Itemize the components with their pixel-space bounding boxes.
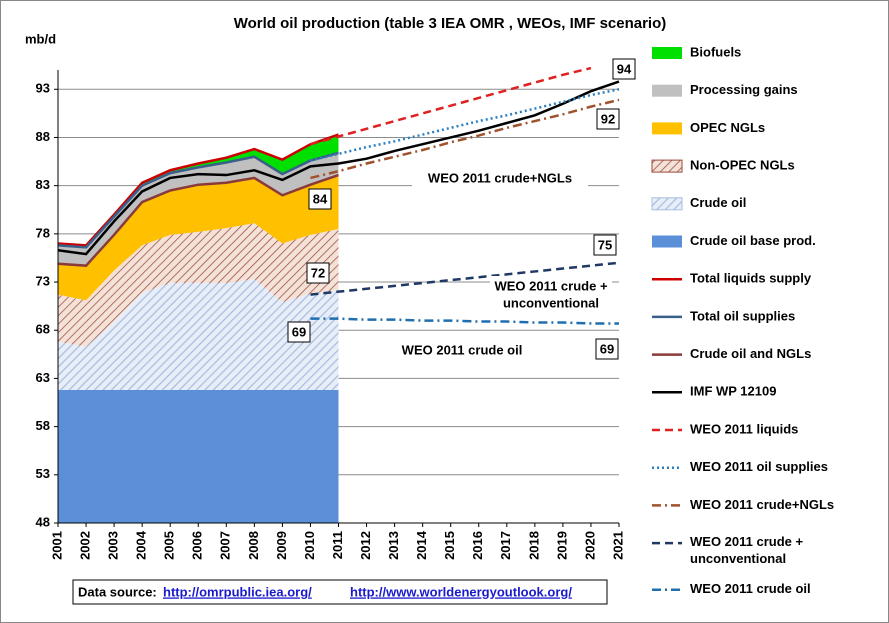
annotation: WEO 2011 crude + (494, 278, 607, 293)
stack-area (58, 389, 339, 523)
legend-label: Crude oil base prod. (690, 233, 816, 248)
legend-label: WEO 2011 crude+NGLs (690, 497, 834, 512)
x-tick-label: 2009 (274, 531, 289, 560)
value-box (593, 234, 617, 256)
stack-area (58, 279, 339, 390)
legend-swatch (652, 235, 682, 248)
line-series (57, 80, 620, 256)
source-box (72, 579, 608, 605)
legend-label: Biofuels (690, 44, 741, 59)
value-box-label: 72 (311, 265, 325, 280)
plot: 48 53 58 63 68 73 78 83 88 93 2001 2002 2003 2004 2005… (36, 66, 625, 560)
annotation-bg (388, 340, 536, 362)
value-box (612, 58, 636, 80)
y-tick-label: 78 (36, 225, 50, 240)
line-series (57, 173, 339, 267)
x-tick-label: 2018 (526, 531, 541, 560)
legend-label: WEO 2011 liquids (690, 421, 798, 436)
y-tick-label: 48 (36, 514, 50, 529)
annotation: WEO 2011 crude+NGLs (428, 170, 572, 185)
legend-label-line: unconventional (690, 552, 786, 567)
x-tick-label: 2021 (610, 531, 625, 560)
x-tick-label: 2014 (414, 530, 429, 560)
x-tick-label: 2010 (302, 531, 317, 560)
stack-area (58, 223, 339, 347)
legend-label: Crude oil (690, 195, 746, 210)
line-series (57, 133, 339, 247)
y-axis-label: mb/d (25, 31, 56, 46)
source-link[interactable]: http://www.worldenergyoutlook.org/ (350, 584, 572, 599)
line-series (310, 98, 620, 180)
legend-label: WEO 2011 oil supplies (690, 459, 828, 474)
x-tick-label: 2004 (134, 530, 149, 560)
stack-area (58, 175, 339, 301)
stack-area (58, 134, 339, 248)
legend-label: IMF WP 12109 (690, 384, 776, 399)
legend-label: Crude oil and NGLs (690, 346, 811, 361)
x-tick-label: 2007 (218, 531, 233, 560)
legend-label: Total oil supplies (690, 308, 795, 323)
x-tick-label: 2001 (49, 531, 64, 560)
y-tick-label: 53 (36, 466, 50, 481)
legend-swatch (652, 47, 682, 59)
x-tick-label: 2013 (386, 531, 401, 560)
legend-swatch (651, 159, 683, 173)
annotation-bg (490, 276, 612, 314)
x-tick-label: 2006 (190, 531, 205, 560)
value-box-label: 84 (313, 191, 328, 206)
line-series (57, 151, 339, 249)
value-box-label: 75 (598, 237, 612, 252)
x-tick-label: 2002 (77, 531, 92, 560)
legend-label: WEO 2011 crude oil (690, 581, 811, 596)
y-tick-label: 73 (36, 273, 50, 288)
legend-swatch (652, 122, 682, 135)
value-box (308, 188, 332, 210)
x-tick-label: 2020 (582, 531, 597, 560)
annotation-bg (412, 168, 588, 190)
source-link[interactable]: http://omrpublic.iea.org/ (163, 584, 312, 599)
chart-title: World oil production (table 3 IEA OMR , … (234, 15, 667, 32)
legend-label: Non-OPEC NGLs (690, 158, 795, 173)
x-tick-label: 2008 (246, 531, 261, 560)
x-tick-label: 2005 (162, 531, 177, 560)
line-series (310, 317, 619, 325)
value-box (306, 262, 330, 284)
line-series (310, 66, 592, 146)
legend-swatch (652, 84, 682, 97)
legend-label: Total liquids supply (690, 271, 812, 286)
legend-label: WEO 2011 crude + unconventional (690, 535, 807, 567)
legend-label: Processing gains (690, 82, 798, 97)
y-tick-label: 88 (36, 129, 50, 144)
x-tick-label: 2003 (106, 531, 121, 560)
y-tick-label: 68 (36, 322, 50, 337)
value-box (596, 108, 620, 130)
source-label: Data source: (78, 584, 157, 599)
annotation: unconventional (503, 295, 599, 310)
stack-area (58, 152, 339, 266)
annotation: WEO 2011 crude oil (402, 342, 523, 357)
x-tick-label: 2011 (330, 531, 345, 559)
y-tick-label: 63 (36, 370, 50, 385)
legend: Biofuels Processing gains OPEC NGLs Non-OPE… (651, 44, 834, 596)
legend-swatch (651, 197, 683, 211)
x-tick-label: 2015 (442, 531, 457, 560)
value-box-label: 92 (601, 111, 615, 126)
value-box-label: 69 (292, 324, 306, 339)
value-box-label: 69 (600, 341, 614, 356)
y-tick-label: 93 (36, 81, 50, 96)
y-tick-label: 83 (36, 177, 50, 192)
x-tick-label: 2012 (358, 531, 373, 560)
value-box-label: 94 (617, 61, 632, 76)
legend-label: OPEC NGLs (690, 120, 765, 135)
x-tick-label: 2016 (470, 531, 485, 560)
value-box (287, 321, 311, 343)
x-tick-label: 2017 (498, 531, 513, 560)
x-tick-label: 2019 (554, 531, 569, 560)
value-box (595, 338, 619, 360)
legend-label-line: WEO 2011 crude + (690, 535, 807, 550)
y-tick-label: 58 (36, 418, 50, 433)
annotations: 94 92 84 75 72 69 69 WEO 2011 crude+NGLs WEO 201… (287, 58, 636, 362)
